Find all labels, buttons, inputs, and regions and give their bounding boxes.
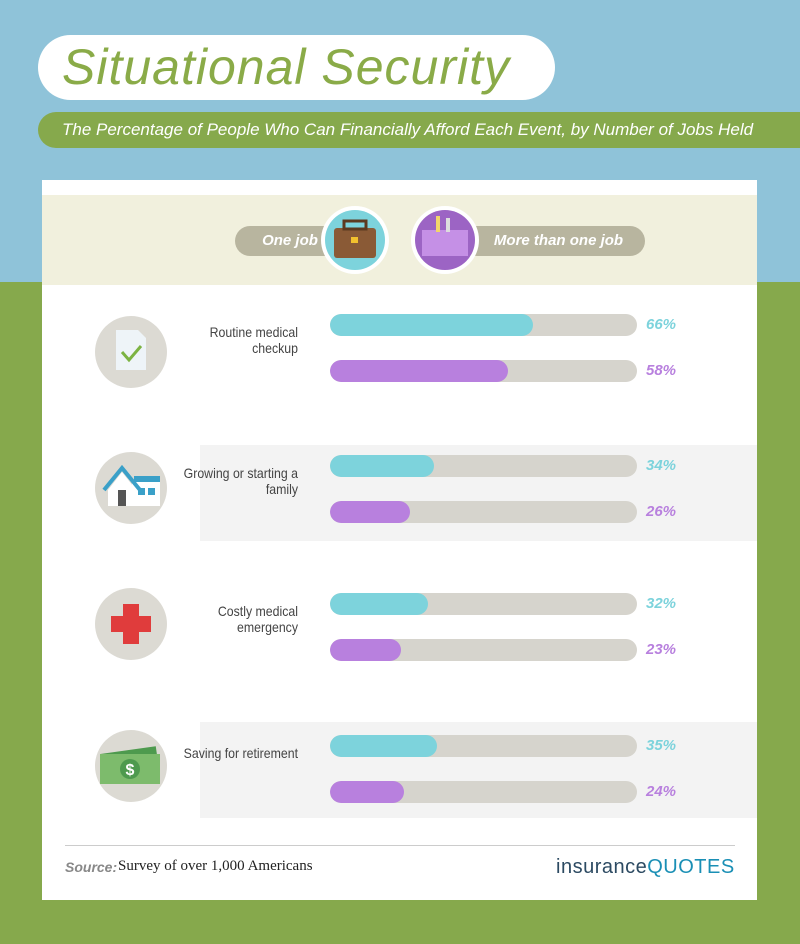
category-label: Saving for retirement <box>183 745 298 761</box>
category-label: Growing or starting a family <box>183 465 298 497</box>
bar-track <box>330 360 637 382</box>
bar-track <box>330 593 637 615</box>
brand-name: QUOTES <box>647 856 735 878</box>
bar <box>330 639 401 661</box>
category-label: Routine medical checkup <box>209 324 298 356</box>
bar-track <box>330 314 637 336</box>
value-label: 32% <box>646 595 677 612</box>
category-label: Costly medical emergency <box>217 603 298 635</box>
svg-text:$: $ <box>126 762 135 779</box>
value-label: 66% <box>646 316 677 333</box>
value-label: 34% <box>646 457 677 474</box>
bar-track <box>330 639 637 661</box>
value-label: 58% <box>646 362 677 379</box>
title-pill <box>38 35 555 100</box>
brand-name: insurance <box>556 856 648 878</box>
bar-track <box>330 735 637 757</box>
bar-track <box>330 781 637 803</box>
bar-track <box>330 455 637 477</box>
bar <box>330 314 533 336</box>
bar-track <box>330 501 637 523</box>
bar <box>330 360 509 382</box>
bar <box>330 501 410 523</box>
divider <box>65 845 735 846</box>
value-label: 35% <box>646 737 677 754</box>
bar <box>330 593 429 615</box>
legend-entry: More than one job <box>462 226 645 256</box>
brand-logo: insuranceQUOTES <box>556 856 735 879</box>
source: Survey of over 1,000 Americans <box>118 858 313 874</box>
bar <box>330 781 404 803</box>
chart-title: Situational Security <box>62 39 511 95</box>
value-label: 24% <box>646 783 677 800</box>
value-label: 26% <box>646 503 677 520</box>
value-label: 23% <box>646 641 677 658</box>
source-label: Source: <box>65 859 118 875</box>
bar <box>330 735 438 757</box>
chart-subtitle: The Percentage of People Who Can Financi… <box>62 120 754 139</box>
bar <box>330 455 435 477</box>
subtitle-band <box>38 112 800 148</box>
